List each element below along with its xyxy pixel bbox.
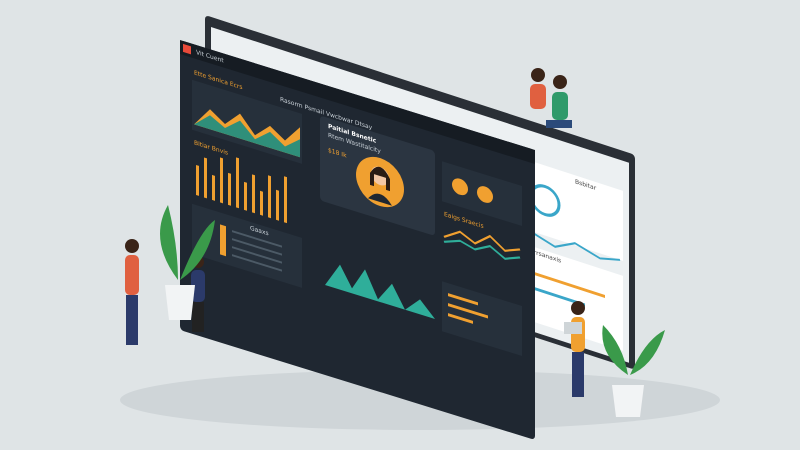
people [125, 68, 585, 397]
plants [160, 205, 665, 417]
front-screen: Vit Cuent Ette Sanica Ecrs Rasorm Psmail… [180, 40, 535, 439]
